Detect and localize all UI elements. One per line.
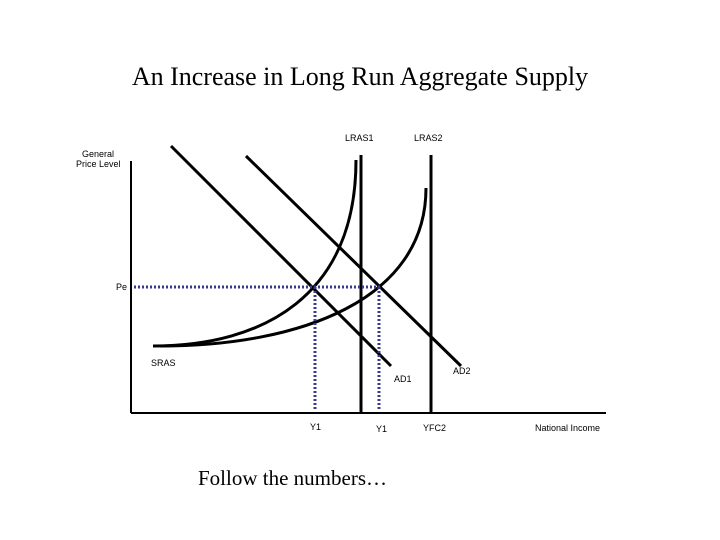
y1-first-label: Y1 [310, 422, 321, 432]
sras-curve-1 [152, 159, 358, 348]
pe-label: Pe [116, 282, 127, 292]
lras1-label: LRAS1 [345, 133, 374, 143]
footer-text: Follow the numbers… [198, 466, 387, 490]
yfc2-label: YFC2 [423, 423, 446, 433]
lras2-label: LRAS2 [414, 133, 443, 143]
y-axis-label-line2: Price Level [76, 159, 121, 169]
slide-title: An Increase in Long Run Aggregate Supply [131, 62, 589, 91]
x-axis-label: National Income [535, 423, 600, 433]
ad2-curve [244, 154, 463, 368]
sras-label: SRAS [151, 358, 176, 368]
y-axis-label-line1: General [82, 149, 114, 159]
y1-second-label: Y1 [376, 424, 387, 434]
ad1-curve [169, 144, 393, 368]
sras-curve-2 [159, 187, 428, 348]
ad1-label: AD1 [394, 374, 412, 384]
ad2-label: AD2 [453, 366, 471, 376]
